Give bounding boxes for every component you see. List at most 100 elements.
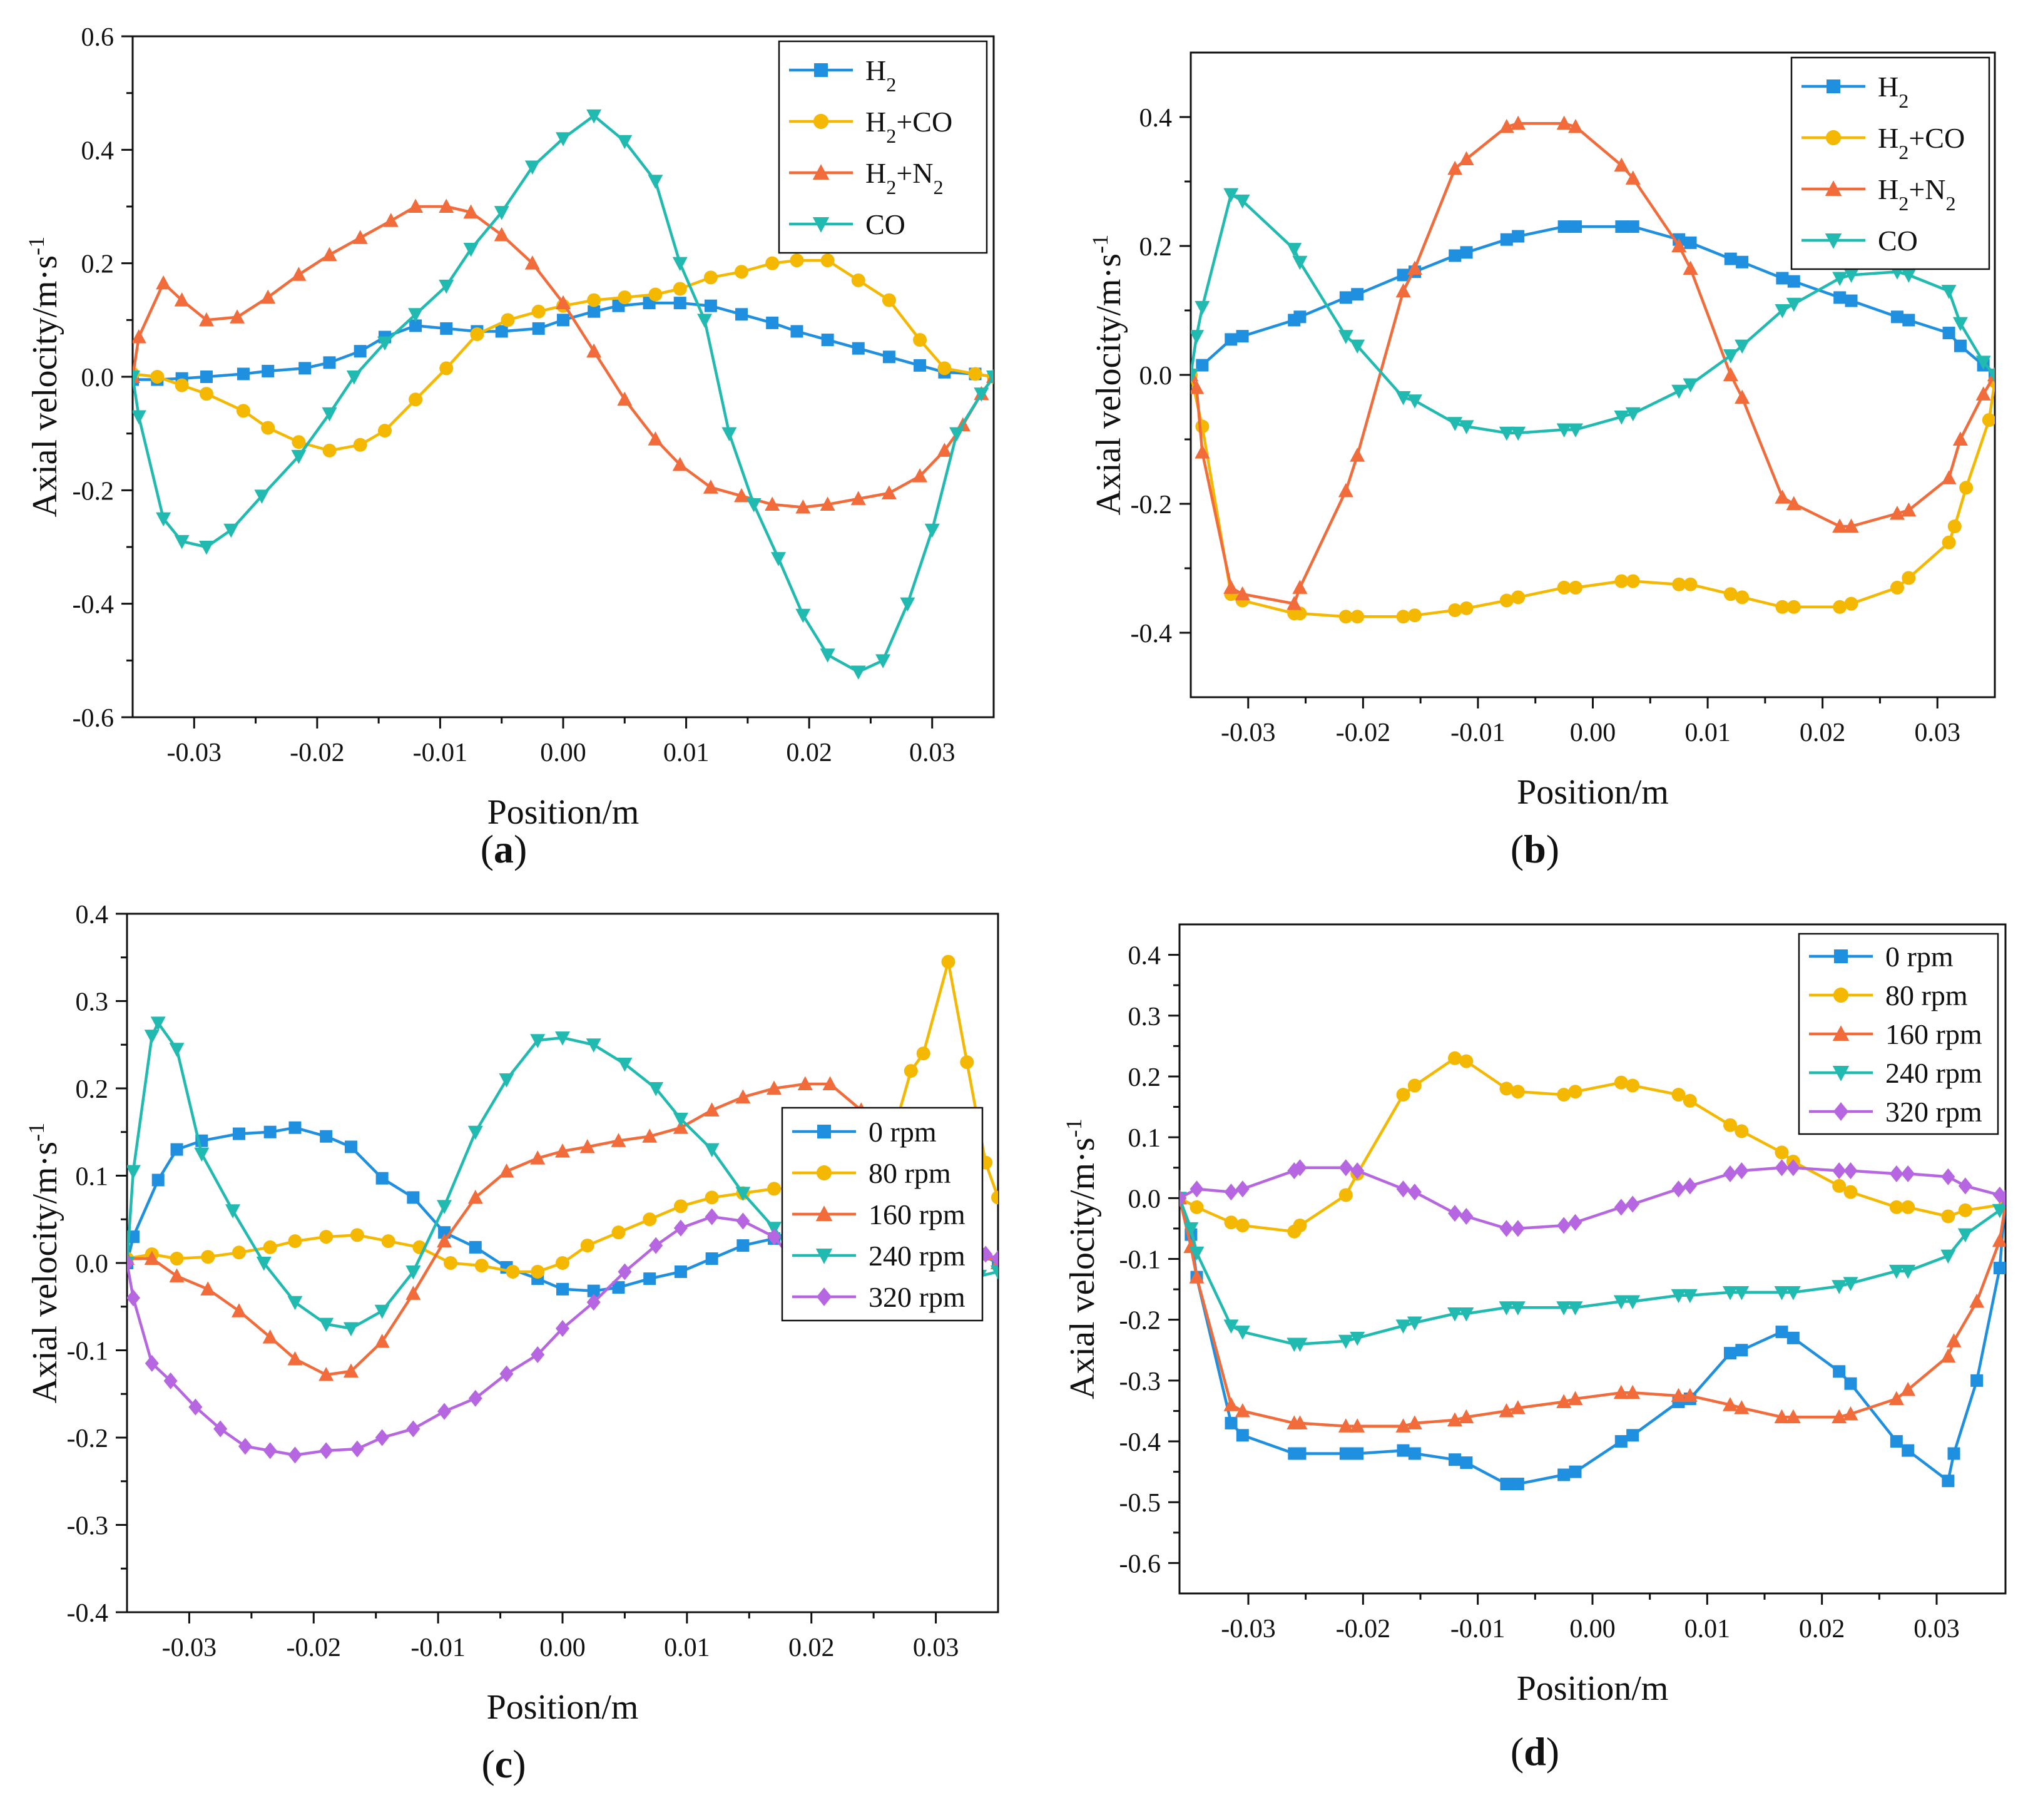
data-point [1672,577,1686,591]
y-tick-label: 0.4 [1139,104,1173,133]
data-point [1736,255,1749,268]
data-point [406,1420,420,1438]
x-tick-label: 0.03 [1914,718,1960,747]
data-point [133,410,146,424]
data-point [1447,1412,1462,1427]
y-tick-label: 0.1 [1128,1124,1161,1153]
data-point [288,1446,302,1464]
data-point [1236,1429,1249,1442]
data-point [1225,333,1238,346]
data-point [1902,571,1916,585]
data-point [1735,1124,1749,1138]
legend-entry: 0 rpm [869,1116,937,1148]
data-point [852,342,865,355]
legend-entry: 320 rpm [1885,1096,1982,1128]
data-point [1775,304,1790,319]
data-point [1191,380,1205,394]
data-point [1723,1118,1737,1132]
data-point [1293,1159,1307,1177]
data-point [771,552,786,566]
x-tick-label: -0.02 [1336,1615,1391,1644]
data-point [1613,1384,1629,1399]
data-point [672,457,688,471]
y-tick-label: -0.2 [73,477,115,506]
data-point [875,654,891,668]
data-point [1942,1475,1955,1488]
data-point [1223,1397,1239,1411]
data-point [735,1089,751,1103]
y-tick-label: -0.6 [1119,1550,1161,1578]
data-point [673,1219,688,1237]
data-point [1671,238,1687,252]
data-point [1195,444,1210,459]
y-tick-label: 0.2 [81,250,115,279]
data-point [767,1080,782,1095]
data-point [1958,1203,1972,1217]
data-point [467,1125,483,1140]
data-point [1225,1416,1238,1429]
data-point [556,1256,569,1270]
data-point [1614,574,1629,588]
data-point [236,404,250,418]
legend-entry: CO [1878,225,1918,257]
data-point [1191,330,1205,344]
data-point [1723,1397,1738,1411]
data-point [735,265,749,279]
x-tick-label: 0.02 [1800,718,1846,747]
panel-caption: (a) [481,827,527,871]
data-point [882,350,895,364]
legend-marker [812,217,830,233]
data-point [1683,378,1698,392]
series-line [1191,225,1995,376]
data-point [263,1442,277,1460]
data-point [254,489,270,504]
legend-entry: H2 [865,54,896,96]
data-point [1350,610,1365,624]
data-point [1350,1331,1365,1346]
data-point [1568,1214,1582,1231]
series-line [133,114,994,673]
data-point [499,1073,514,1088]
data-point [1625,407,1641,422]
data-point [1941,470,1957,484]
data-point [1844,1377,1857,1390]
y-tick-label: 0.2 [76,1075,109,1104]
data-point [1786,600,1801,614]
data-point [524,160,540,175]
data-point [1447,417,1463,431]
data-point [556,295,571,310]
data-point [1569,220,1582,233]
data-point [1499,118,1514,133]
data-point [1735,1162,1749,1180]
data-point [1671,1088,1686,1102]
x-tick-label: -0.02 [287,1633,342,1662]
data-point [322,247,337,262]
x-tick-label: 0.03 [913,1633,959,1662]
data-point [1682,1289,1698,1304]
data-point [1845,294,1858,307]
data-point [1843,1162,1858,1180]
y-tick-label: 0.1 [76,1163,109,1192]
legend-marker [1827,79,1840,93]
data-point [820,496,835,511]
data-point [1774,1286,1790,1301]
legend [781,1107,984,1322]
data-point [1832,1178,1847,1193]
legend-entry: 160 rpm [1885,1018,1982,1050]
data-point [611,1133,626,1147]
data-point [1395,1418,1411,1433]
data-point [1459,1207,1474,1225]
data-point [1351,1447,1364,1460]
data-point [1339,1447,1352,1460]
data-point [588,305,601,318]
x-tick-label: 0.02 [1799,1615,1845,1644]
data-point [1890,580,1904,595]
data-point [1407,1415,1422,1429]
data-point [1235,1326,1250,1340]
data-point [937,361,952,376]
x-tick-label: 0.02 [788,1633,835,1662]
data-point [501,313,515,327]
data-point [1338,1159,1353,1177]
data-point [1293,310,1307,324]
data-point [262,1329,278,1344]
